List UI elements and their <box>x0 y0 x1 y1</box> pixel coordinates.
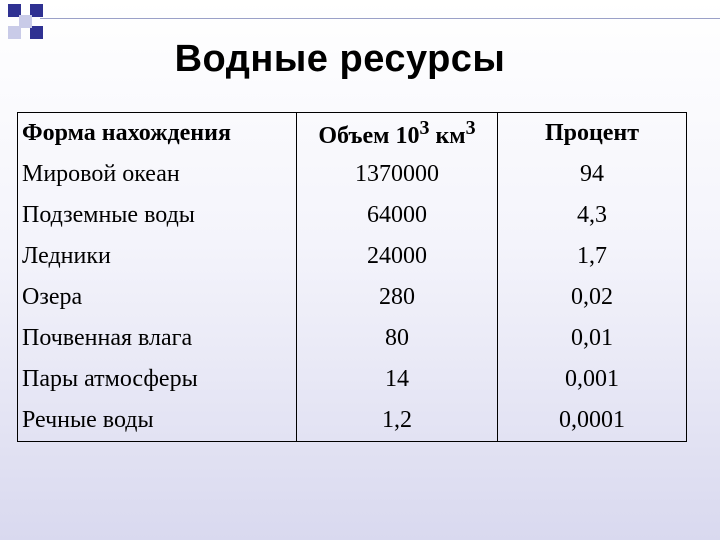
row-form: Озера <box>17 277 297 318</box>
table-row: Ледники 24000 1,7 <box>17 236 687 277</box>
header-volume-prefix: Объем 10 <box>318 123 420 149</box>
row-volume: 1,2 <box>296 400 498 442</box>
corner-square-5 <box>19 15 32 28</box>
header-volume-exp: 3 <box>419 117 430 139</box>
slide-title: Водные ресурсы <box>174 38 506 80</box>
table-row: Пары атмосферы 14 0,001 <box>17 359 687 400</box>
row-form: Речные воды <box>17 400 297 442</box>
header-percent: Процент <box>497 112 687 154</box>
corner-square-4 <box>30 26 43 39</box>
row-volume: 80 <box>296 318 498 359</box>
table-row: Мировой океан 1370000 94 <box>17 154 687 195</box>
row-form: Подземные воды <box>17 195 297 236</box>
header-volume: Объем 103 км3 <box>296 112 498 154</box>
row-percent: 0,01 <box>497 318 687 359</box>
header-volume-unit: км <box>429 123 466 149</box>
water-resources-table: Форма нахождения Объем 103 км3 Процент М… <box>17 112 687 442</box>
corner-square-3 <box>8 26 21 39</box>
table-row: Озера 280 0,02 <box>17 277 687 318</box>
corner-square-1 <box>8 4 21 17</box>
row-volume: 1370000 <box>296 154 498 195</box>
row-percent: 4,3 <box>497 195 687 236</box>
row-percent: 0,001 <box>497 359 687 400</box>
row-volume: 14 <box>296 359 498 400</box>
row-percent: 0,02 <box>497 277 687 318</box>
table-row: Почвенная влага 80 0,01 <box>17 318 687 359</box>
corner-square-2 <box>30 4 43 17</box>
row-form: Ледники <box>17 236 297 277</box>
table-header-row: Форма нахождения Объем 103 км3 Процент <box>17 112 687 154</box>
row-volume: 280 <box>296 277 498 318</box>
row-form: Почвенная влага <box>17 318 297 359</box>
row-percent: 94 <box>497 154 687 195</box>
table-row: Речные воды 1,2 0,0001 <box>17 400 687 442</box>
header-volume-unit-exp: 3 <box>465 117 476 139</box>
row-percent: 1,7 <box>497 236 687 277</box>
header-form: Форма нахождения <box>17 112 297 154</box>
top-rule <box>40 18 720 19</box>
row-volume: 24000 <box>296 236 498 277</box>
row-form: Мировой океан <box>17 154 297 195</box>
row-volume: 64000 <box>296 195 498 236</box>
row-percent: 0,0001 <box>497 400 687 442</box>
row-form: Пары атмосферы <box>17 359 297 400</box>
table-row: Подземные воды 64000 4,3 <box>17 195 687 236</box>
